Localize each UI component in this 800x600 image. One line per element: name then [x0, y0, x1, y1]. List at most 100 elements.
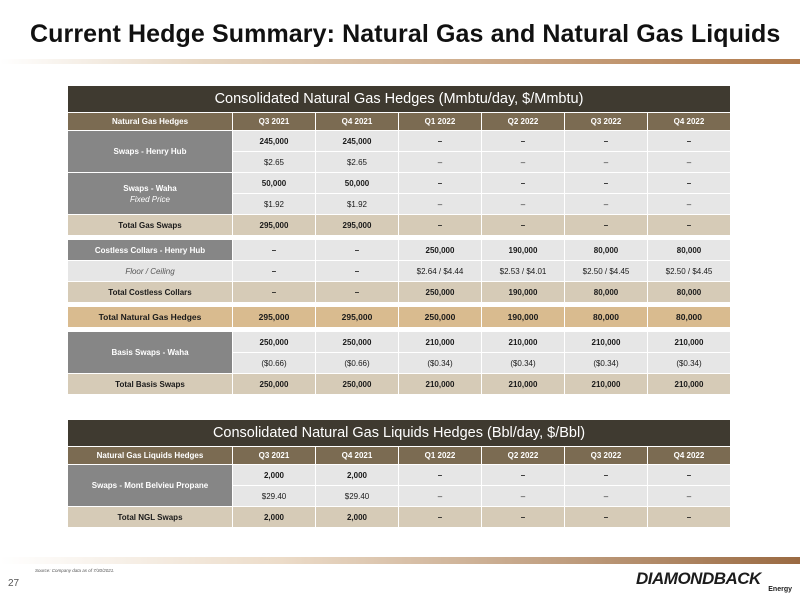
table-cell: $2.50 / $4.45 [648, 261, 730, 281]
table-cell: 250,000 [233, 332, 315, 352]
total-row: Total NGL Swaps 2,000 2,000 – – – – [68, 507, 730, 527]
row-label-main: Swaps - Waha [123, 183, 177, 193]
table-cell: 210,000 [482, 374, 564, 394]
spacer-row [68, 236, 730, 239]
col-header: Q4 2021 [316, 113, 398, 130]
table-cell: – [399, 215, 481, 235]
spacer [68, 236, 730, 239]
table-cell: 295,000 [316, 307, 398, 327]
gas-table-title: Consolidated Natural Gas Hedges (Mmbtu/d… [68, 86, 730, 112]
table-cell: 210,000 [482, 332, 564, 352]
table-cell: $1.92 [316, 194, 398, 214]
row-label: Floor / Ceiling [68, 261, 232, 281]
table-row: ($0.66) ($0.66) ($0.34) ($0.34) ($0.34) … [68, 353, 730, 373]
table-cell: ($0.34) [648, 353, 730, 373]
table-cell: 295,000 [233, 215, 315, 235]
col-header: Q1 2022 [399, 113, 481, 130]
table-cell: 80,000 [648, 240, 730, 260]
table-cell: $2.53 / $4.01 [482, 261, 564, 281]
table-row: Swaps - Mont Belvieu Propane 2,000 2,000… [68, 465, 730, 506]
col-header: Q4 2022 [648, 447, 730, 464]
title-divider [0, 59, 800, 64]
table-row: Floor / Ceiling – – $2.64 / $4.44 $2.53 … [68, 261, 730, 281]
table-cell: – [399, 194, 481, 214]
col-header: Q1 2022 [399, 447, 481, 464]
total-row: Total Basis Swaps 250,000 250,000 210,00… [68, 374, 730, 394]
table-cell: 50,000 [233, 173, 315, 193]
table-cell: – [399, 131, 481, 151]
spacer-row [68, 303, 730, 306]
company-logo: DIAMONDBACK Energy [636, 569, 796, 597]
table-row: $29.40 $29.40 – – – – [68, 486, 730, 506]
table-cell: – [399, 507, 481, 527]
table-cell: 210,000 [648, 374, 730, 394]
table-cell: – [565, 215, 647, 235]
table-cell: – [648, 131, 730, 151]
table-cell: – [482, 486, 564, 506]
table-cell: – [482, 173, 564, 193]
table-cell: 210,000 [565, 332, 647, 352]
table-cell: 245,000 [316, 131, 398, 151]
table-cell: – [316, 240, 398, 260]
table-cell: 2,000 [233, 465, 315, 485]
table-cell: 2,000 [316, 507, 398, 527]
row-label: Total Basis Swaps [68, 374, 232, 394]
table-cell: – [648, 194, 730, 214]
table-cell: – [233, 261, 315, 281]
table-row: Swaps - Henry Hub 245,000 245,000 – – – … [68, 131, 730, 172]
table-cell: $29.40 [316, 486, 398, 506]
table-cell: $2.50 / $4.45 [565, 261, 647, 281]
col-header: Q3 2022 [565, 447, 647, 464]
row-label: Total Costless Collars [68, 282, 232, 302]
spacer [68, 328, 730, 331]
table-cell: ($0.34) [482, 353, 564, 373]
table-cell: 210,000 [565, 374, 647, 394]
col-header: Q4 2022 [648, 113, 730, 130]
table-cell: 250,000 [399, 240, 481, 260]
table-cell: – [648, 486, 730, 506]
gas-hedges-grid: Natural Gas Hedges Q3 2021 Q4 2021 Q1 20… [67, 112, 731, 395]
table-cell: – [648, 152, 730, 172]
grand-total-row: Total Natural Gas Hedges 295,000 295,000… [68, 307, 730, 327]
table-cell: 80,000 [648, 282, 730, 302]
table-cell: – [565, 152, 647, 172]
table-cell: – [316, 282, 398, 302]
logo-subtitle: Energy [768, 586, 792, 593]
table-cell: 190,000 [482, 307, 564, 327]
table-cell: – [482, 465, 564, 485]
table-cell: 250,000 [233, 374, 315, 394]
footer-divider [0, 557, 800, 564]
table-cell: 210,000 [648, 332, 730, 352]
row-label: Total Natural Gas Hedges [68, 307, 232, 327]
table-row: Swaps - Waha Fixed Price 50,000 50,000 –… [68, 173, 730, 214]
col-header: Q2 2022 [482, 113, 564, 130]
table-cell: ($0.66) [233, 353, 315, 373]
ngl-header-row: Natural Gas Liquids Hedges Q3 2021 Q4 20… [68, 447, 730, 464]
table-cell: $2.64 / $4.44 [399, 261, 481, 281]
col-header: Q4 2021 [316, 447, 398, 464]
table-cell: – [565, 131, 647, 151]
table-cell: – [565, 173, 647, 193]
spacer-row [68, 328, 730, 331]
table-cell: $1.92 [233, 194, 315, 214]
table-cell: 295,000 [316, 215, 398, 235]
table-cell: 295,000 [233, 307, 315, 327]
table-cell: 50,000 [316, 173, 398, 193]
table-cell: 2,000 [316, 465, 398, 485]
table-row: Basis Swaps - Waha 250,000 250,000 210,0… [68, 332, 730, 373]
table-cell: – [482, 194, 564, 214]
logo-wordmark: DIAMONDBACK [636, 569, 761, 588]
row-label: Swaps - Mont Belvieu Propane [68, 465, 232, 506]
table-cell: 80,000 [648, 307, 730, 327]
table-row: $2.65 $2.65 – – – – [68, 152, 730, 172]
row-label: Total NGL Swaps [68, 507, 232, 527]
row-label: Swaps - Henry Hub [68, 131, 232, 172]
table-cell: 80,000 [565, 282, 647, 302]
row-label: Basis Swaps - Waha [68, 332, 232, 373]
table-cell: $2.65 [316, 152, 398, 172]
table-cell: – [648, 215, 730, 235]
table-cell: – [316, 261, 398, 281]
source-footnote: Source: Company data as of 7/30/2021. [35, 568, 115, 573]
table-cell: 250,000 [316, 374, 398, 394]
page-title: Current Hedge Summary: Natural Gas and N… [30, 20, 781, 48]
